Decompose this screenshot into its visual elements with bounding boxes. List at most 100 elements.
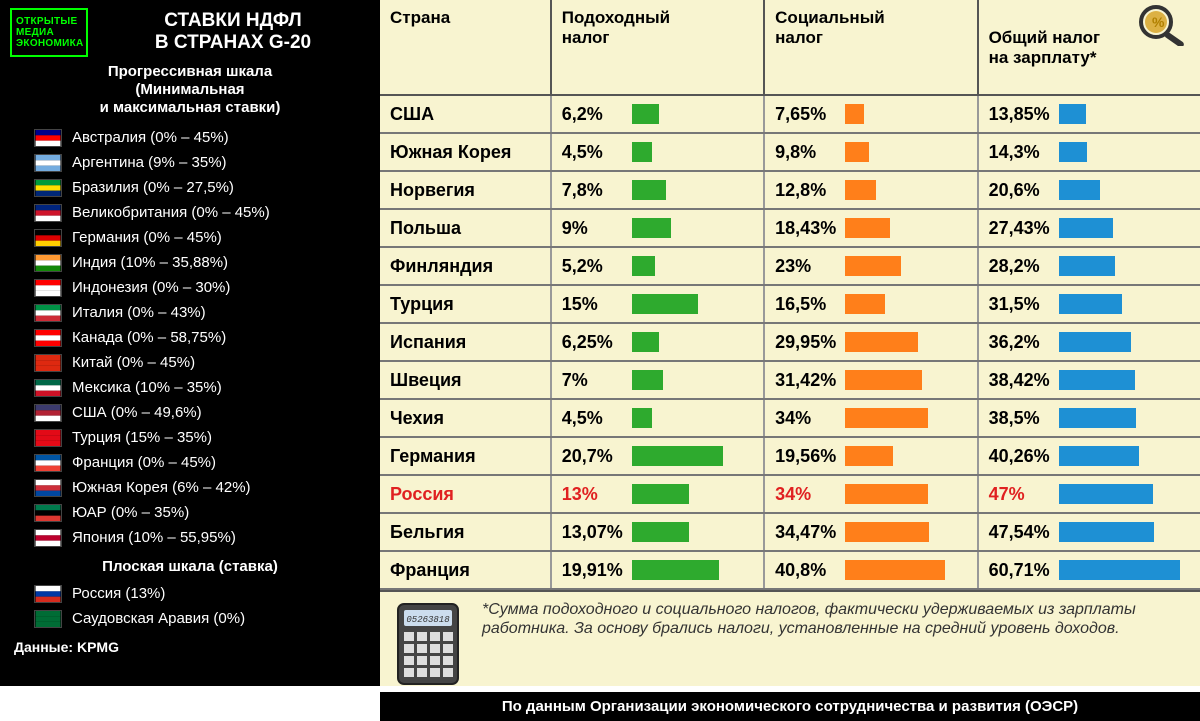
cell-income: 5,2%	[551, 247, 764, 285]
cell-total: 47,54%	[978, 513, 1200, 551]
cell-income: 6,2%	[551, 95, 764, 133]
country-list-item: Индия (10% – 35,88%)	[10, 250, 370, 275]
country-name: Саудовская Аравия (0%)	[72, 610, 245, 627]
cell-social: 7,65%	[764, 95, 977, 133]
th-social: Социальный налог	[764, 0, 977, 95]
logo: ОТКРЫТЫЕ МЕДИА ЭКОНОМИКА	[10, 8, 88, 57]
cell-total: 28,2%	[978, 247, 1200, 285]
country-name: Россия (13%)	[72, 585, 165, 602]
cell-social: 19,56%	[764, 437, 977, 475]
cell-country: Финляндия	[380, 247, 551, 285]
table-row: США6,2%7,65%13,85%	[380, 95, 1200, 133]
country-name: Турция (15% – 35%)	[72, 429, 212, 446]
country-list-item: Мексика (10% – 35%)	[10, 375, 370, 400]
cell-country: Южная Корея	[380, 133, 551, 171]
flag-icon	[34, 129, 62, 147]
flag-icon	[34, 504, 62, 522]
country-list-item: Россия (13%)	[10, 581, 370, 606]
country-name: США (0% – 49,6%)	[72, 404, 202, 421]
footnote-text: *Сумма подоходного и социального налогов…	[482, 601, 1136, 637]
cell-income: 15%	[551, 285, 764, 323]
progressive-subtitle: Прогрессивная шкала (Минимальная и макси…	[10, 63, 370, 117]
country-name: Аргентина (9% – 35%)	[72, 154, 227, 171]
cell-country: Франция	[380, 551, 551, 589]
main-table-area: Страна Подоходный налог Социальный налог…	[380, 0, 1200, 686]
calculator-icon: 05263818	[392, 600, 470, 688]
sidebar: ОТКРЫТЫЕ МЕДИА ЭКОНОМИКА СТАВКИ НДФЛ В С…	[0, 0, 380, 686]
cell-country: Испания	[380, 323, 551, 361]
progressive-list: Австралия (0% – 45%) Аргентина (9% – 35%…	[10, 125, 370, 550]
flag-icon	[34, 354, 62, 372]
table-row: Чехия4,5%34%38,5%	[380, 399, 1200, 437]
country-name: Франция (0% – 45%)	[72, 454, 216, 471]
cell-social: 23%	[764, 247, 977, 285]
country-name: Бразилия (0% – 27,5%)	[72, 179, 234, 196]
country-name: ЮАР (0% – 35%)	[72, 504, 189, 521]
cell-country: Германия	[380, 437, 551, 475]
table-row: Швеция7%31,42%38,42%	[380, 361, 1200, 399]
cell-income: 7,8%	[551, 171, 764, 209]
country-name: Индонезия (0% – 30%)	[72, 279, 230, 296]
cell-income: 13%	[551, 475, 764, 513]
flag-icon	[34, 254, 62, 272]
country-list-item: ЮАР (0% – 35%)	[10, 500, 370, 525]
cell-income: 19,91%	[551, 551, 764, 589]
main-title: СТАВКИ НДФЛ В СТРАНАХ G-20	[96, 8, 370, 54]
flag-icon	[34, 479, 62, 497]
flag-icon	[34, 379, 62, 397]
country-list-item: Индонезия (0% – 30%)	[10, 275, 370, 300]
table-row: Германия20,7%19,56%40,26%	[380, 437, 1200, 475]
tax-table: Страна Подоходный налог Социальный налог…	[380, 0, 1200, 590]
flag-icon	[34, 529, 62, 547]
cell-social: 34%	[764, 475, 977, 513]
flat-subtitle: Плоская шкала (ставка)	[10, 558, 370, 575]
cell-social: 9,8%	[764, 133, 977, 171]
cell-total: 40,26%	[978, 437, 1200, 475]
flag-icon	[34, 204, 62, 222]
country-list-item: Аргентина (9% – 35%)	[10, 150, 370, 175]
flat-list: Россия (13%) Саудовская Аравия (0%)	[10, 581, 370, 631]
country-list-item: Великобритания (0% – 45%)	[10, 200, 370, 225]
country-name: Мексика (10% – 35%)	[72, 379, 222, 396]
cell-country: Швеция	[380, 361, 551, 399]
table-row: Южная Корея4,5%9,8%14,3%	[380, 133, 1200, 171]
cell-total: 38,5%	[978, 399, 1200, 437]
flag-icon	[34, 454, 62, 472]
country-list-item: Канада (0% – 58,75%)	[10, 325, 370, 350]
country-list-item: Саудовская Аравия (0%)	[10, 606, 370, 631]
country-list-item: Япония (10% – 55,95%)	[10, 525, 370, 550]
country-name: Япония (10% – 55,95%)	[72, 529, 236, 546]
flag-icon	[34, 585, 62, 603]
country-name: Германия (0% – 45%)	[72, 229, 222, 246]
table-row: Бельгия13,07%34,47%47,54%	[380, 513, 1200, 551]
svg-text:%: %	[1152, 14, 1165, 30]
cell-social: 29,95%	[764, 323, 977, 361]
cell-income: 9%	[551, 209, 764, 247]
table-row: Норвегия7,8%12,8%20,6%	[380, 171, 1200, 209]
cell-social: 40,8%	[764, 551, 977, 589]
country-name: Италия (0% – 43%)	[72, 304, 206, 321]
cell-country: США	[380, 95, 551, 133]
source-label: Данные: KPMG	[10, 639, 370, 655]
table-row: Испания6,25%29,95%36,2%	[380, 323, 1200, 361]
country-list-item: Германия (0% – 45%)	[10, 225, 370, 250]
country-list-item: Бразилия (0% – 27,5%)	[10, 175, 370, 200]
cell-social: 34,47%	[764, 513, 977, 551]
th-income: Подоходный налог	[551, 0, 764, 95]
flag-icon	[34, 229, 62, 247]
credit-bar: По данным Организации экономического сот…	[380, 692, 1200, 721]
table-row: Польша9%18,43%27,43%	[380, 209, 1200, 247]
cell-income: 4,5%	[551, 399, 764, 437]
cell-total: 27,43%	[978, 209, 1200, 247]
cell-country: Россия	[380, 475, 551, 513]
cell-income: 4,5%	[551, 133, 764, 171]
table-row: Россия13%34%47%	[380, 475, 1200, 513]
cell-total: 31,5%	[978, 285, 1200, 323]
flag-icon	[34, 304, 62, 322]
cell-country: Норвегия	[380, 171, 551, 209]
country-list-item: Турция (15% – 35%)	[10, 425, 370, 450]
svg-text:05263818: 05263818	[406, 615, 450, 625]
cell-country: Бельгия	[380, 513, 551, 551]
cell-income: 13,07%	[551, 513, 764, 551]
country-list-item: Франция (0% – 45%)	[10, 450, 370, 475]
